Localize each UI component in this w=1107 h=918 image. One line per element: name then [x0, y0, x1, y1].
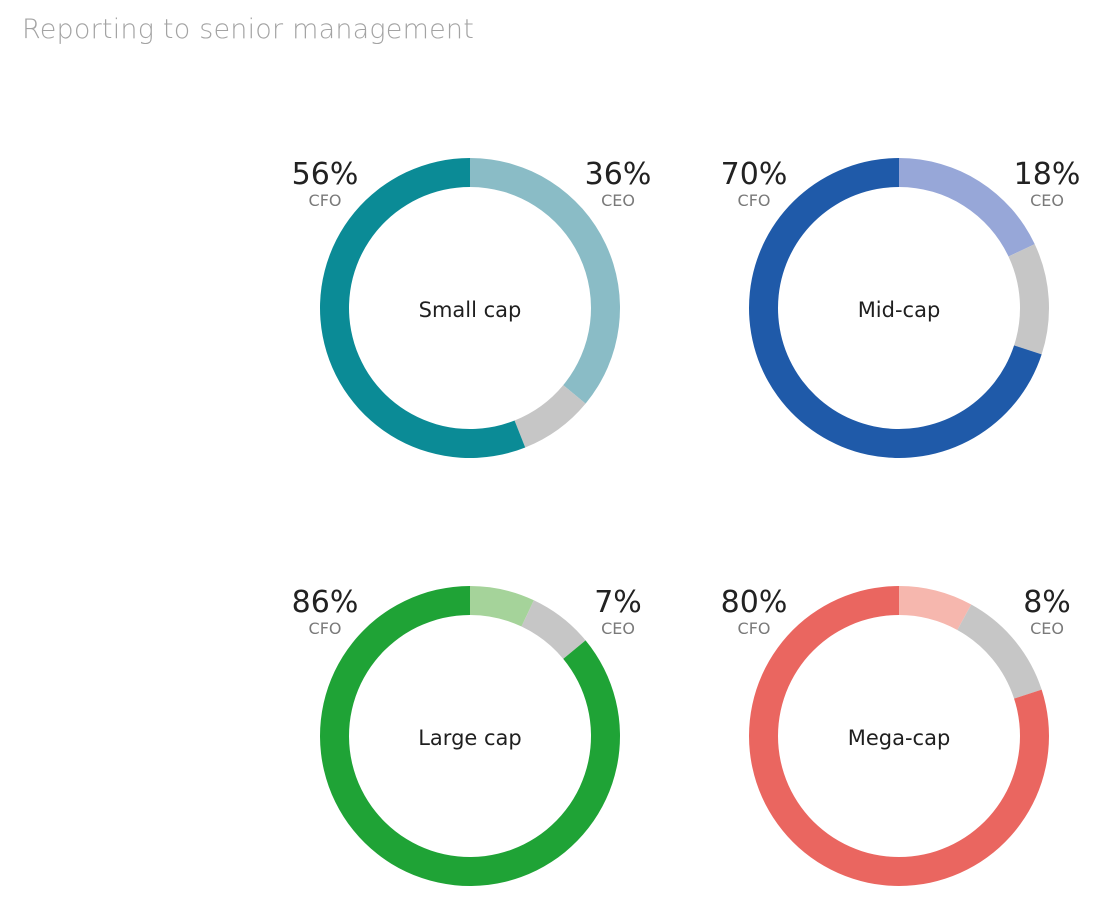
- ceo-percent-label: 8%: [1023, 585, 1071, 620]
- donut-chart-0: Small cap 56%CFO 36%CEO: [292, 157, 652, 458]
- cfo-percent-label: 56%: [292, 157, 359, 192]
- donut-slice-ceo: [899, 586, 972, 630]
- donut-slice-other: [521, 600, 586, 659]
- donut-center-label: Large cap: [418, 726, 522, 750]
- ceo-percent-label: 18%: [1014, 157, 1081, 192]
- donut-center-label: Mid-cap: [858, 298, 941, 322]
- donut-slice-ceo: [470, 158, 620, 404]
- ceo-percent-label: 7%: [594, 585, 642, 620]
- ceo-role-label: CEO: [1030, 619, 1064, 638]
- cfo-role-label: CFO: [309, 619, 342, 638]
- donut-slice-other: [957, 604, 1042, 699]
- donut-chart-3: Mega-cap 80%CFO 8%CEO: [721, 585, 1071, 887]
- cfo-percent-label: 80%: [721, 585, 788, 620]
- donut-slice-other: [514, 385, 586, 448]
- donut-slice-cfo: [319, 158, 526, 458]
- ceo-role-label: CEO: [1030, 191, 1064, 210]
- donut-center-label: Mega-cap: [848, 726, 951, 750]
- cfo-percent-label: 86%: [292, 585, 359, 620]
- donut-center-label: Small cap: [419, 298, 522, 322]
- ceo-role-label: CEO: [601, 619, 635, 638]
- donut-slice-ceo: [899, 158, 1035, 257]
- ceo-percent-label: 36%: [585, 157, 652, 192]
- cfo-percent-label: 70%: [721, 157, 788, 192]
- donut-slice-other: [1008, 244, 1049, 355]
- page-title: Reporting to senior management: [22, 14, 475, 45]
- donut-slice-ceo: [470, 586, 534, 627]
- cfo-role-label: CFO: [738, 619, 771, 638]
- donut-chart-2: Large cap 86%CFO 7%CEO: [292, 585, 642, 886]
- cfo-role-label: CFO: [738, 191, 771, 210]
- cfo-role-label: CFO: [309, 191, 342, 210]
- ceo-role-label: CEO: [601, 191, 635, 210]
- donut-chart-1: Mid-cap 70%CFO 18%CEO: [721, 157, 1081, 459]
